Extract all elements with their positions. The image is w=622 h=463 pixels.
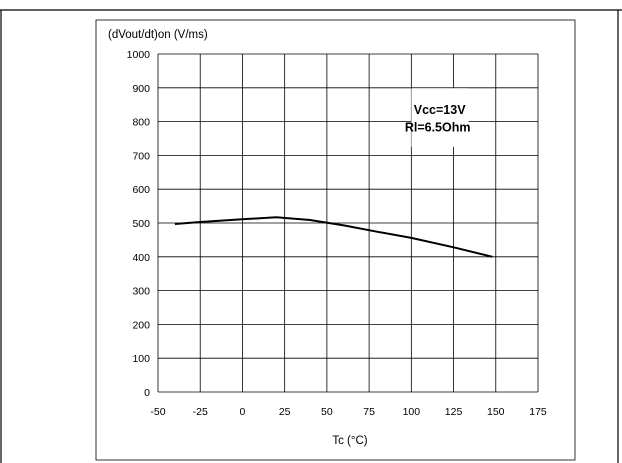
x-tick-label-4: 50 [321,406,333,418]
y-tick-label-1: 100 [132,353,150,365]
x-tick-label-5: 75 [363,406,375,418]
y-tick-label-5: 500 [132,218,150,230]
y-tick-label-9: 900 [132,83,150,95]
x-tick-label-9: 175 [529,406,547,418]
y-tick-label-4: 400 [132,252,150,264]
y-tick-label-8: 800 [132,117,150,129]
annotation-box [411,88,469,147]
plot-box-border [95,19,576,461]
annotation-vcc: Vcc=13V [414,103,466,117]
y-tick-label-3: 300 [132,286,150,298]
y-tick-label-6: 600 [132,184,150,196]
x-tick-label-7: 125 [445,406,463,418]
x-tick-label-0: -50 [150,406,165,418]
y-tick-label-0: 0 [144,387,150,399]
x-tick-label-6: 100 [403,406,421,418]
y-tick-label-7: 700 [132,150,150,162]
x-axis-title: Tc (°C) [332,435,367,447]
x-tick-label-2: 0 [240,406,246,418]
x-tick-label-3: 25 [279,406,291,418]
series-line-0 [174,216,493,258]
x-tick-label-1: -25 [193,406,208,418]
x-tick-label-8: 150 [487,406,505,418]
annotation-rl: Rl=6.5Ohm [405,121,471,135]
y-tick-label-2: 200 [132,319,150,331]
y-axis-title: (dVout/dt)on (V/ms) [108,29,208,41]
y-tick-label-10: 1000 [127,49,151,61]
